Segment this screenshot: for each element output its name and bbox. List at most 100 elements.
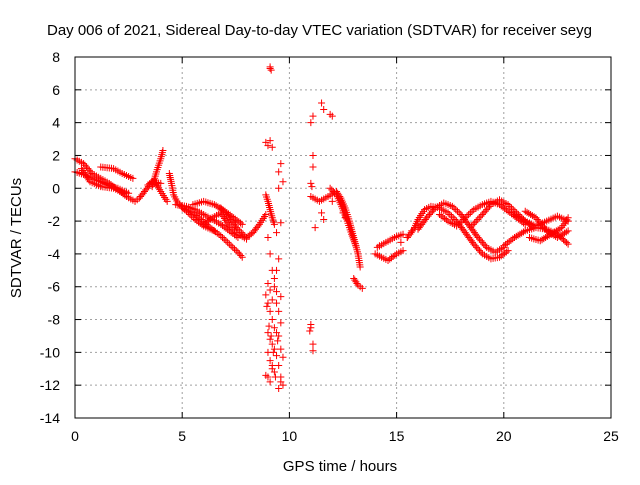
data-point — [468, 222, 476, 230]
data-point — [525, 209, 533, 217]
data-point — [514, 231, 522, 239]
data-point — [264, 279, 272, 287]
data-point — [540, 235, 548, 243]
data-point — [237, 219, 245, 227]
data-point — [266, 64, 274, 72]
data-point — [270, 275, 278, 283]
data-point — [424, 212, 432, 220]
data-layer — [71, 63, 572, 392]
data-point — [557, 231, 565, 239]
y-tick-label: 8 — [52, 49, 60, 65]
data-point — [564, 227, 572, 235]
data-point — [267, 332, 275, 340]
data-point — [274, 337, 282, 345]
data-point — [519, 216, 527, 224]
data-point — [270, 324, 278, 332]
data-point — [473, 243, 481, 251]
data-point — [254, 222, 262, 230]
data-point — [478, 211, 486, 219]
data-point — [430, 206, 438, 214]
data-point — [547, 230, 555, 238]
data-point — [320, 106, 328, 114]
data-point — [212, 202, 220, 210]
data-point — [275, 307, 283, 315]
data-point — [452, 206, 460, 214]
data-point — [562, 228, 570, 236]
data-point — [234, 225, 242, 233]
data-point — [273, 329, 281, 337]
y-tick-label: -2 — [48, 213, 61, 229]
data-point — [352, 242, 360, 250]
data-point — [264, 234, 272, 241]
data-point — [341, 214, 349, 222]
data-point — [206, 224, 214, 232]
data-point — [80, 160, 88, 168]
data-point — [450, 204, 458, 212]
data-point — [511, 234, 519, 241]
data-point — [549, 229, 557, 237]
data-point — [223, 211, 231, 219]
data-point — [231, 245, 239, 253]
data-point — [268, 365, 276, 373]
data-point — [263, 302, 271, 310]
data-point — [275, 384, 283, 392]
x-tick-label: 20 — [496, 428, 512, 444]
data-point — [427, 209, 435, 217]
data-point — [277, 160, 285, 168]
data-point — [221, 209, 229, 217]
data-point — [309, 347, 317, 355]
data-point — [475, 214, 483, 222]
data-point — [391, 251, 399, 259]
data-point — [264, 142, 272, 150]
data-point — [275, 361, 283, 369]
data-point — [235, 250, 243, 258]
plot-frame — [74, 56, 612, 419]
data-point — [469, 220, 477, 228]
data-point — [225, 222, 233, 230]
data-point — [403, 234, 411, 241]
data-point — [423, 214, 431, 222]
x-tick-label: 25 — [603, 428, 619, 444]
data-point — [275, 168, 283, 176]
data-point — [219, 234, 227, 241]
data-point — [275, 184, 283, 192]
data-point — [463, 212, 471, 220]
data-point — [536, 237, 544, 245]
data-point — [399, 247, 407, 255]
data-point — [328, 112, 336, 120]
data-point — [85, 166, 93, 174]
data-point — [425, 211, 433, 219]
data-point — [456, 219, 464, 227]
data-point — [408, 227, 416, 235]
y-tick-label: -12 — [40, 377, 60, 393]
data-point — [129, 174, 137, 182]
data-point — [486, 202, 494, 210]
data-point — [277, 219, 285, 227]
y-tick-label: 6 — [52, 82, 60, 98]
data-point — [375, 242, 383, 250]
data-point — [512, 232, 520, 240]
data-point — [466, 209, 474, 217]
data-point — [453, 222, 461, 230]
data-point — [480, 209, 488, 217]
data-point — [509, 235, 517, 243]
data-point — [504, 201, 512, 209]
data-point — [480, 240, 488, 248]
data-point — [442, 216, 450, 224]
data-point — [227, 242, 235, 250]
data-point — [518, 229, 526, 237]
data-point — [237, 229, 245, 237]
data-point — [542, 234, 550, 241]
chart-title: Day 006 of 2021, Sidereal Day-to-day VTE… — [47, 22, 592, 39]
data-point — [197, 215, 205, 223]
data-point — [309, 163, 317, 171]
data-point — [328, 186, 336, 194]
data-point — [484, 204, 492, 212]
data-point — [458, 217, 466, 225]
data-point — [306, 327, 314, 335]
data-point — [277, 345, 285, 353]
x-tick-label: 5 — [178, 428, 186, 444]
data-point — [159, 147, 167, 155]
data-point — [556, 225, 564, 233]
data-point — [208, 225, 216, 233]
